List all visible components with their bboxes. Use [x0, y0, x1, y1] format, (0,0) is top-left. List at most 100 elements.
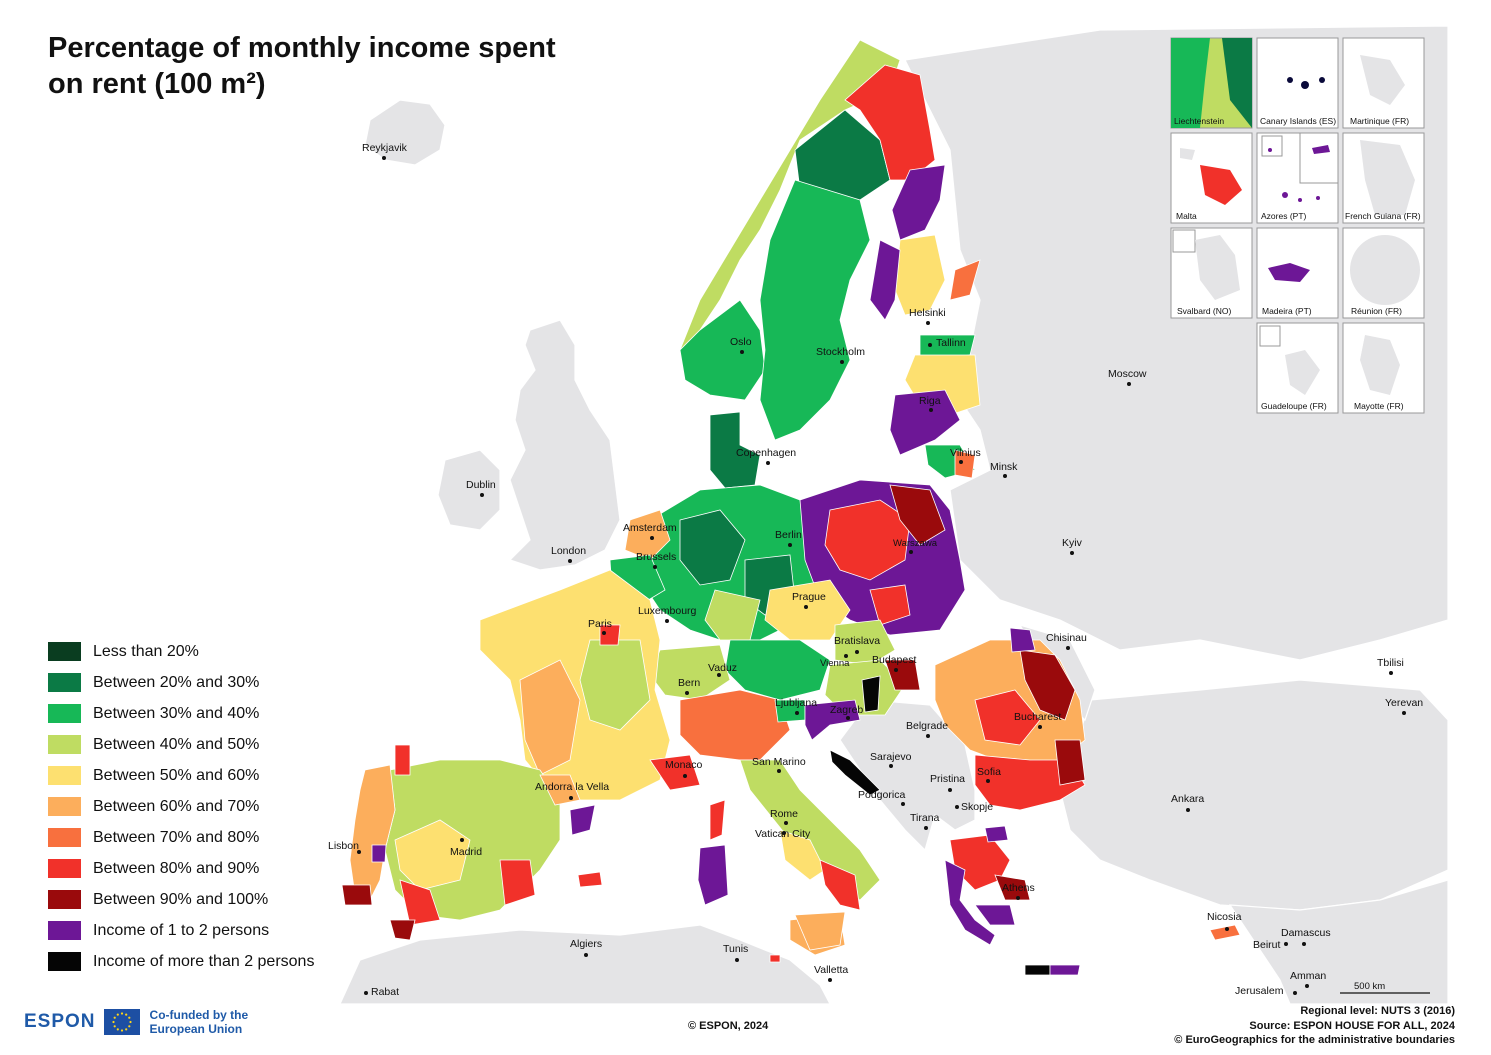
inset-mayotte: Mayotte (FR): [1342, 322, 1425, 414]
inset-liechtenstein: Liechtenstein: [1170, 37, 1253, 129]
legend-item: Between 60% and 70%: [48, 791, 314, 822]
legend-item: Between 50% and 60%: [48, 760, 314, 791]
city: Yerevan: [1385, 697, 1423, 715]
legend-label: Between 40% and 50%: [93, 735, 260, 753]
city: Jerusalem: [1235, 985, 1297, 997]
legend-item: Between 20% and 30%: [48, 667, 314, 698]
regional-level: Regional level: NUTS 3 (2016): [1300, 1005, 1455, 1017]
city: Moscow: [1108, 368, 1147, 386]
svg-text:Monaco: Monaco: [665, 759, 703, 771]
svg-text:San Marino: San Marino: [752, 756, 806, 768]
svg-text:Amman: Amman: [1290, 970, 1326, 982]
city: Amsterdam: [623, 522, 677, 540]
svg-text:Skopje: Skopje: [961, 801, 993, 813]
city: Pristina: [930, 773, 965, 792]
city: Luxembourg: [638, 605, 697, 623]
city: Ljubljana: [775, 697, 817, 715]
svg-text:Paris: Paris: [588, 618, 612, 630]
legend-swatch: [48, 704, 81, 723]
city: Vienna: [820, 654, 850, 669]
legend-swatch: [48, 797, 81, 816]
inset-label-martinique: Martinique (FR): [1350, 116, 1409, 126]
inset-label-svalbard: Svalbard (NO): [1177, 306, 1231, 316]
city: Riga: [919, 395, 941, 412]
legend-item: Between 30% and 40%: [48, 698, 314, 729]
svg-text:Chisinau: Chisinau: [1046, 632, 1087, 644]
legend-label: Between 70% and 80%: [93, 828, 260, 846]
svg-text:Kyiv: Kyiv: [1062, 537, 1083, 549]
svg-text:Budapest: Budapest: [872, 654, 916, 666]
legend-item: Less than 20%: [48, 636, 314, 667]
svg-text:Tirana: Tirana: [910, 812, 940, 824]
legend-label: Between 30% and 40%: [93, 704, 260, 722]
legend-label: Less than 20%: [93, 642, 199, 660]
city: Bratislava: [834, 635, 880, 654]
cofunded-text: Co-funded by the European Union: [149, 1008, 249, 1036]
svg-text:Lisbon: Lisbon: [328, 840, 359, 852]
city: Sarajevo: [870, 751, 912, 768]
city: Ankara: [1171, 793, 1204, 812]
city: Bern: [678, 677, 700, 695]
svg-text:Tunis: Tunis: [723, 943, 748, 955]
inset-label-guadeloupe: Guadeloupe (FR): [1261, 401, 1327, 411]
inset-martinique: Martinique (FR): [1342, 37, 1425, 129]
legend-label: Between 50% and 60%: [93, 766, 260, 784]
city-labels: Reykjavik Oslo Stockholm Helsinki Tallin…: [328, 142, 1423, 998]
legend-label: Between 90% and 100%: [93, 890, 269, 908]
boundaries-credit: © EuroGeographics for the administrative…: [1174, 1034, 1455, 1046]
inset-label-reunion: Réunion (FR): [1351, 306, 1402, 316]
legend-swatch: [48, 952, 81, 971]
inset-guadeloupe: Guadeloupe (FR): [1256, 322, 1339, 414]
city: Sofia: [977, 766, 1001, 783]
city: Bucharest: [1014, 711, 1061, 729]
legend-swatch: [48, 890, 81, 909]
svg-text:Riga: Riga: [919, 395, 941, 407]
inset-label-mayotte: Mayotte (FR): [1354, 401, 1404, 411]
city: Stockholm: [816, 346, 865, 364]
legend-label: Between 60% and 70%: [93, 797, 260, 815]
insets: Liechtenstein Canary Islands (ES) Martin…: [1170, 37, 1425, 414]
city: Rome: [770, 808, 798, 825]
svg-text:Athens: Athens: [1002, 882, 1035, 894]
scale-bar-label: 500 km: [1354, 981, 1385, 992]
svg-text:Rabat: Rabat: [371, 986, 399, 998]
svg-text:Pristina: Pristina: [930, 773, 965, 785]
city: Amman: [1290, 970, 1326, 988]
map-title: Percentage of monthly income spent on re…: [48, 32, 556, 100]
city: Monaco: [665, 759, 703, 778]
city: Helsinki: [909, 307, 946, 325]
legend-label: Between 20% and 30%: [93, 673, 260, 691]
inset-madeira: Madeira (PT): [1256, 227, 1339, 319]
city: Tbilisi: [1377, 657, 1404, 675]
inset-french-guiana: French Guiana (FR): [1342, 132, 1425, 224]
city: Paris: [588, 618, 612, 635]
eu-flag-icon: [103, 1009, 140, 1035]
legend-swatch: [48, 828, 81, 847]
svg-text:Reykjavik: Reykjavik: [362, 142, 408, 154]
city: Vilnius: [950, 447, 981, 464]
svg-text:Algiers: Algiers: [570, 938, 602, 950]
svg-text:Bern: Bern: [678, 677, 700, 689]
legend-swatch: [48, 735, 81, 754]
legend-item: Between 80% and 90%: [48, 853, 314, 884]
legend-item: Income of more than 2 persons: [48, 946, 314, 977]
city: Madrid: [450, 838, 482, 858]
inset-label-liechtenstein: Liechtenstein: [1174, 116, 1224, 126]
svg-text:Bucharest: Bucharest: [1014, 711, 1061, 723]
legend-label: Between 80% and 90%: [93, 859, 260, 877]
city: Berlin: [775, 529, 802, 547]
svg-text:Luxembourg: Luxembourg: [638, 605, 697, 617]
svg-text:Rome: Rome: [770, 808, 798, 820]
svg-text:Stockholm: Stockholm: [816, 346, 865, 358]
svg-text:Damascus: Damascus: [1281, 927, 1331, 939]
city: Reykjavik: [362, 142, 408, 160]
copyright: © ESPON, 2024: [688, 1020, 769, 1032]
svg-text:Warszawa: Warszawa: [893, 538, 938, 549]
svg-text:Nicosia: Nicosia: [1207, 911, 1242, 923]
legend-swatch: [48, 921, 81, 940]
city: Podgorica: [858, 789, 905, 806]
svg-text:Minsk: Minsk: [990, 461, 1018, 473]
inset-label-french-guiana: French Guiana (FR): [1345, 211, 1421, 221]
svg-text:Zagreb: Zagreb: [830, 704, 863, 716]
